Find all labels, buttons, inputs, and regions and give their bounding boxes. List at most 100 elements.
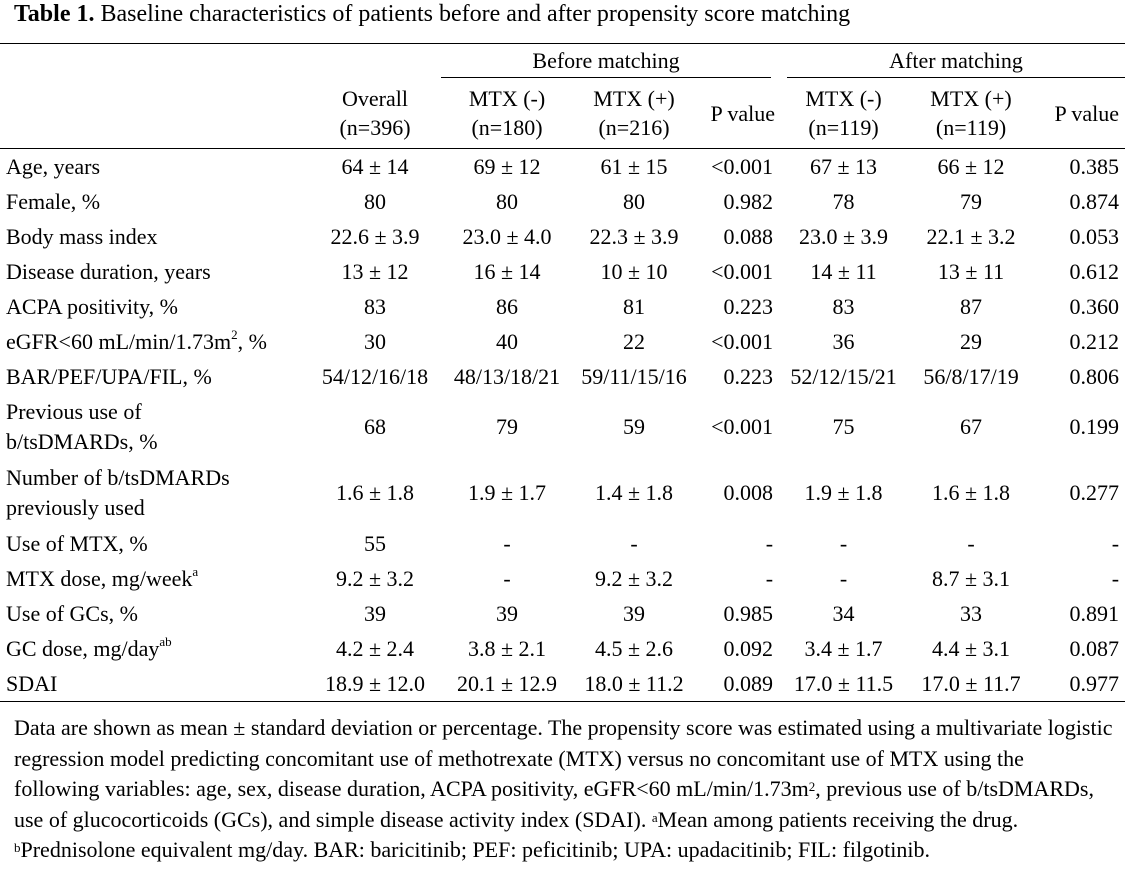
table-cell: 9.2 ± 3.2 xyxy=(309,561,441,596)
table-cell: 23.0 ± 3.9 xyxy=(779,219,908,254)
table-cell: 30 xyxy=(309,324,441,359)
table-cell: 61 ± 15 xyxy=(573,149,695,185)
table-cell: 80 xyxy=(309,184,441,219)
table-cell: 3.8 ± 2.1 xyxy=(441,631,573,666)
table-cell: <0.001 xyxy=(695,149,779,185)
col-header-before-mtx-pos: MTX (+) (n=216) xyxy=(573,78,695,149)
table-cell: 18.0 ± 11.2 xyxy=(573,666,695,702)
row-label: Age, years xyxy=(0,149,309,185)
row-label: Use of GCs, % xyxy=(0,596,309,631)
table-cell: 13 ± 11 xyxy=(908,254,1034,289)
table-cell: 8.7 ± 3.1 xyxy=(908,561,1034,596)
row-label: MTX dose, mg/weeka xyxy=(0,561,309,596)
table-row: GC dose, mg/dayab 4.2 ± 2.4 3.8 ± 2.1 4.5 ±… xyxy=(0,631,1125,666)
table-cell: 39 xyxy=(573,596,695,631)
table-cell: 1.4 ± 1.8 xyxy=(573,460,695,526)
table-cell: 59 xyxy=(573,394,695,460)
col-header-overall: Overall (n=396) xyxy=(309,78,441,149)
row-label: Female, % xyxy=(0,184,309,219)
table-cell: 59/11/15/16 xyxy=(573,359,695,394)
table-cell: 0.385 xyxy=(1034,149,1125,185)
table-cell: <0.001 xyxy=(695,324,779,359)
table-caption-label: Table 1. xyxy=(14,1,94,27)
table-cell: 79 xyxy=(908,184,1034,219)
row-label: Number of b/tsDMARDs previously used xyxy=(0,460,309,526)
table-cell: 87 xyxy=(908,289,1034,324)
table-cell: 33 xyxy=(908,596,1034,631)
table-cell: 0.212 xyxy=(1034,324,1125,359)
table-cell: 22 xyxy=(573,324,695,359)
table-row: Age, years 64 ± 14 69 ± 12 61 ± 15 <0.001 67 … xyxy=(0,149,1125,185)
table-cell: 4.2 ± 2.4 xyxy=(309,631,441,666)
table-cell: 1.6 ± 1.8 xyxy=(908,460,1034,526)
table-body: Age, years 64 ± 14 69 ± 12 61 ± 15 <0.001 67 … xyxy=(0,149,1125,702)
table-cell: 56/8/17/19 xyxy=(908,359,1034,394)
group-header-after: After matching xyxy=(779,44,1125,79)
table-cell: 1.9 ± 1.7 xyxy=(441,460,573,526)
group-header-after-label: After matching xyxy=(787,44,1125,78)
table-cell: - xyxy=(908,526,1034,561)
table-row: ACPA positivity, % 83 86 81 0.223 83 87 0.360 xyxy=(0,289,1125,324)
table-cell: 0.087 xyxy=(1034,631,1125,666)
table-cell: 55 xyxy=(309,526,441,561)
table-cell: 64 ± 14 xyxy=(309,149,441,185)
col-header-before-mtx-neg: MTX (-) (n=180) xyxy=(441,78,573,149)
group-header-before: Before matching xyxy=(441,44,779,79)
table-cell: 0.985 xyxy=(695,596,779,631)
table-caption: Table 1. Baseline characteristics of pat… xyxy=(14,0,850,28)
table-cell: 13 ± 12 xyxy=(309,254,441,289)
row-label: ACPA positivity, % xyxy=(0,289,309,324)
table-cell: 0.277 xyxy=(1034,460,1125,526)
table-cell: 0.199 xyxy=(1034,394,1125,460)
table-cell: 36 xyxy=(779,324,908,359)
table-cell: 40 xyxy=(441,324,573,359)
table-cell: 67 ± 13 xyxy=(779,149,908,185)
table-cell: - xyxy=(695,526,779,561)
table-cell: 29 xyxy=(908,324,1034,359)
table-caption-text: Baseline characteristics of patients bef… xyxy=(94,1,850,27)
table-cell: 0.982 xyxy=(695,184,779,219)
table-cell: - xyxy=(779,561,908,596)
table-cell: 34 xyxy=(779,596,908,631)
row-label: Disease duration, years xyxy=(0,254,309,289)
table-cell: 0.806 xyxy=(1034,359,1125,394)
table-cell: 78 xyxy=(779,184,908,219)
col-header-after-pvalue: P value xyxy=(1034,78,1125,149)
table-cell: 86 xyxy=(441,289,573,324)
table-cell: - xyxy=(441,526,573,561)
table-cell: 66 ± 12 xyxy=(908,149,1034,185)
table-cell: - xyxy=(1034,526,1125,561)
table-cell: 39 xyxy=(309,596,441,631)
table-cell: - xyxy=(779,526,908,561)
group-header-before-label: Before matching xyxy=(441,44,771,78)
table-footnote: Data are shown as mean ± standard deviat… xyxy=(14,713,1114,866)
table-cell: 69 ± 12 xyxy=(441,149,573,185)
table-cell: 9.2 ± 3.2 xyxy=(573,561,695,596)
table-cell: 4.5 ± 2.6 xyxy=(573,631,695,666)
table-cell: 22.1 ± 3.2 xyxy=(908,219,1034,254)
row-label: Previous use of b/tsDMARDs, % xyxy=(0,394,309,460)
col-header-after-mtx-pos: MTX (+) (n=119) xyxy=(908,78,1034,149)
table-cell: 1.6 ± 1.8 xyxy=(309,460,441,526)
table-cell: 0.092 xyxy=(695,631,779,666)
table-cell: 75 xyxy=(779,394,908,460)
table-cell: 23.0 ± 4.0 xyxy=(441,219,573,254)
table-row: eGFR<60 mL/min/1.73m2, % 30 40 22 <0.001 36 29… xyxy=(0,324,1125,359)
table-cell: 22.3 ± 3.9 xyxy=(573,219,695,254)
row-label: SDAI xyxy=(0,666,309,702)
table-row: Number of b/tsDMARDs previously used 1.6 ±… xyxy=(0,460,1125,526)
table-cell: 17.0 ± 11.7 xyxy=(908,666,1034,702)
table-cell: 52/12/15/21 xyxy=(779,359,908,394)
table-cell: 3.4 ± 1.7 xyxy=(779,631,908,666)
table-row: SDAI 18.9 ± 12.0 20.1 ± 12.9 18.0 ± 11.2 0.0… xyxy=(0,666,1125,702)
table-cell: 39 xyxy=(441,596,573,631)
table-row: Female, % 80 80 80 0.982 78 79 0.874 xyxy=(0,184,1125,219)
table-row: Body mass index 22.6 ± 3.9 23.0 ± 4.0 22.3 … xyxy=(0,219,1125,254)
table-cell: 0.977 xyxy=(1034,666,1125,702)
table-row: Previous use of b/tsDMARDs, % 68 79 59 <0.001… xyxy=(0,394,1125,460)
table-cell: 83 xyxy=(779,289,908,324)
table-cell: - xyxy=(441,561,573,596)
col-header-after-mtx-neg: MTX (-) (n=119) xyxy=(779,78,908,149)
table-cell: - xyxy=(573,526,695,561)
table-cell: 20.1 ± 12.9 xyxy=(441,666,573,702)
